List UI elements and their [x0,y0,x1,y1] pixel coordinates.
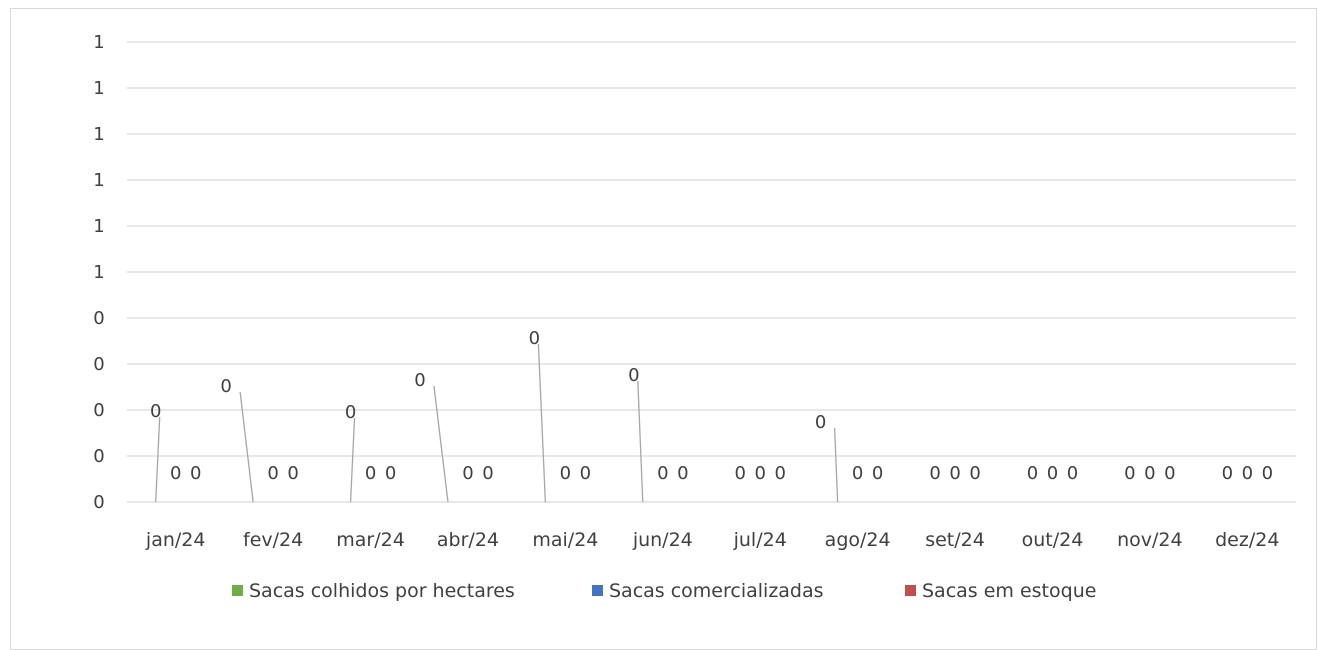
data-label: 0 [1262,463,1273,484]
y-tick-label: 1 [93,78,104,99]
legend-swatch [232,585,243,596]
data-label: 0 [677,463,688,484]
x-category-label: jul/24 [733,529,787,551]
y-tick-label: 1 [93,216,104,237]
y-tick-label: 0 [93,400,104,421]
data-label: 0 [150,401,161,422]
data-label: 0 [1124,463,1135,484]
legend-label: Sacas comercializadas [609,580,824,602]
data-label: 0 [929,463,940,484]
leader-line [155,416,161,503]
leader-line [433,385,449,503]
data-label: 0 [872,463,883,484]
x-category-label: ago/24 [825,529,891,551]
data-label: 0 [1164,463,1175,484]
legend-label: Sacas colhidos por hectares [249,580,515,602]
y-tick-label: 1 [93,170,104,191]
x-category-label: fev/24 [243,529,303,551]
leader-line [637,380,644,503]
x-category-label: out/24 [1022,529,1084,551]
data-label: 0 [560,463,571,484]
y-axis-ticks: 1 1 1 1 1 1 0 0 0 0 0 [93,32,104,513]
data-label: 0 [365,463,376,484]
data-label: 0 [287,463,298,484]
x-category-label: jan/24 [145,529,206,551]
leader-line [833,427,839,503]
x-category-label: mai/24 [532,529,598,551]
x-category-label: abr/24 [437,529,499,551]
data-label: 0 [345,402,356,423]
data-label: 0 [774,463,785,484]
data-label: 0 [734,463,745,484]
data-label: 0 [385,463,396,484]
data-label: 0 [949,463,960,484]
data-label: 0 [1222,463,1233,484]
data-label: 0 [220,376,231,397]
data-label: 0 [190,463,201,484]
data-label: 0 [462,463,473,484]
data-label: 0 [482,463,493,484]
data-label: 0 [529,328,540,349]
y-tick-label: 1 [93,124,104,145]
x-category-label: jun/24 [632,529,693,551]
data-label: 0 [580,463,591,484]
data-label: 0 [1027,463,1038,484]
legend-swatch [592,585,603,596]
leader-lines [155,343,839,503]
data-label: 0 [657,463,668,484]
data-label: 0 [1047,463,1058,484]
chart-frame [10,8,1317,650]
legend-swatch [905,585,916,596]
x-axis-categories: jan/24 fev/24 mar/24 abr/24 mai/24 jun/24 jul/… [145,529,1280,551]
leader-line [537,343,547,503]
y-tick-label: 0 [93,354,104,375]
data-label: 0 [815,412,826,433]
data-label: 0 [1242,463,1253,484]
x-category-label: dez/24 [1215,529,1279,551]
x-category-label: mar/24 [336,529,405,551]
data-label: 0 [969,463,980,484]
leader-line [349,417,356,503]
data-label: 0 [267,463,278,484]
data-label: 0 [1144,463,1155,484]
data-label: 0 [754,463,765,484]
gridlines [127,41,1296,503]
data-label: 0 [1067,463,1078,484]
legend: Sacas colhidos por hectares Sacas comerci… [232,580,1096,602]
x-category-label: nov/24 [1117,529,1183,551]
data-label: 0 [414,370,425,391]
y-tick-label: 0 [93,446,104,467]
data-labels: 00 000 000 000 000 000 0 0 0 000 0 0 0 0 0 0 0 0 0 0 0 0 0 [150,328,1273,484]
y-tick-label: 0 [93,492,104,513]
y-tick-label: 1 [93,32,104,53]
data-label: 0 [628,365,639,386]
legend-label: Sacas em estoque [922,580,1096,602]
y-tick-label: 0 [93,308,104,329]
data-label: 0 [852,463,863,484]
y-tick-label: 1 [93,262,104,283]
data-label: 0 [170,463,181,484]
leader-line [239,391,254,503]
x-category-label: set/24 [925,529,985,551]
